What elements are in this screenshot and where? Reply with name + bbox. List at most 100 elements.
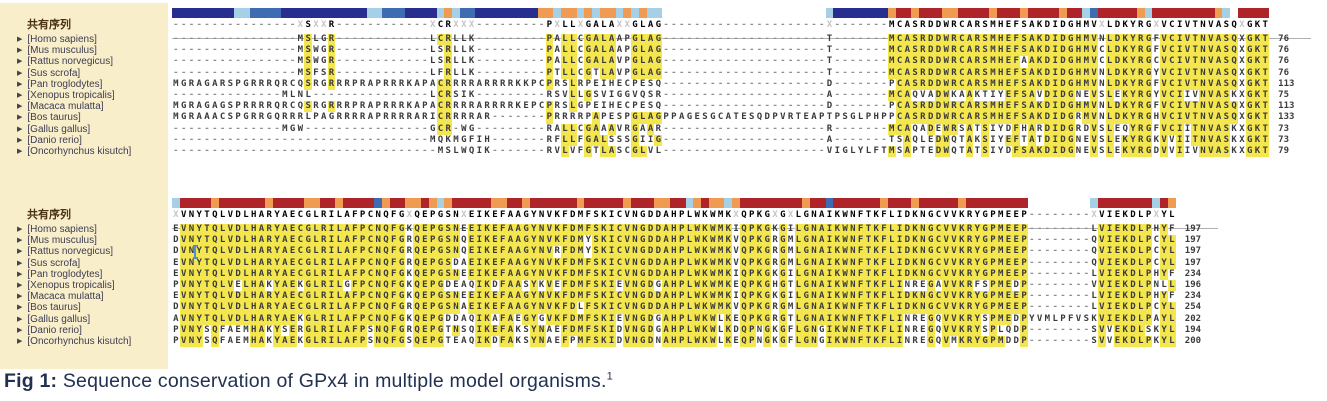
expand-triangle-icon[interactable]: ▶ [17, 148, 23, 155]
expand-triangle-icon[interactable]: ▶ [17, 259, 23, 267]
expand-triangle-icon[interactable]: ▶ [17, 293, 23, 301]
residue-cell: - [1068, 336, 1074, 346]
residue-cell: T [1261, 56, 1270, 68]
sidebar-item-species[interactable]: ▶ [Xenopus tropicalis] [17, 280, 115, 291]
sidebar-item-species[interactable]: ▶ [Pan troglodytes] [17, 79, 102, 90]
expand-triangle-icon[interactable]: ▶ [17, 326, 23, 334]
expand-triangle-icon[interactable]: ▶ [17, 125, 23, 133]
sidebar-item-species[interactable]: ▶ [Sus scrofa] [17, 68, 80, 79]
residue-cell: F [584, 302, 593, 314]
expand-triangle-icon[interactable]: ▶ [17, 304, 23, 312]
residue-cell: A [817, 268, 826, 280]
sidebar-item-species[interactable]: ▶ [Danio rerio] [17, 325, 82, 336]
residue-cell: C [436, 90, 445, 102]
sidebar-item-species[interactable]: ▶ [Homo sapiens] [17, 34, 97, 45]
residue-cell: I [327, 302, 336, 314]
residue-cell: G [243, 112, 249, 123]
expand-triangle-icon[interactable]: ▶ [17, 136, 23, 144]
expand-triangle-icon[interactable]: ▶ [17, 114, 23, 122]
sidebar-item-species[interactable]: ▶ [Macaca mulatta] [17, 101, 104, 112]
residue-cell: L [461, 45, 467, 56]
sidebar-item-species[interactable]: ▶ [Bos taurus] [17, 112, 81, 123]
expand-triangle-icon[interactable]: ▶ [17, 338, 23, 345]
residue-cell: A [965, 78, 974, 90]
residue-cell: V [1192, 90, 1198, 100]
residue-cell: - [702, 134, 708, 145]
residue-cell: V [1097, 280, 1106, 292]
sidebar-item-species[interactable]: ▶ [Macaca mulatta] [17, 291, 104, 302]
conservation-cell [1105, 198, 1114, 208]
conservation-cell [950, 8, 958, 18]
expand-triangle-icon[interactable]: ▶ [17, 58, 23, 66]
sidebar-item-species[interactable]: ▶ [Pan troglodytes] [17, 269, 102, 280]
residue-cell: - [422, 146, 428, 156]
residue-cell: R [965, 280, 974, 292]
expand-triangle-icon[interactable]: ▶ [17, 47, 23, 55]
expand-triangle-icon[interactable]: ▶ [17, 103, 23, 111]
sidebar-item-species[interactable]: ▶ [Mus musculus] [17, 45, 97, 56]
residue-cell: - [780, 123, 786, 134]
expand-triangle-icon[interactable]: ▶ [17, 237, 23, 245]
residue-cell: A [227, 336, 234, 346]
expand-triangle-icon[interactable]: ▶ [17, 282, 23, 289]
expand-triangle-icon[interactable]: ▶ [17, 69, 23, 77]
expand-triangle-icon[interactable]: ▶ [17, 315, 23, 323]
sidebar-item-species[interactable]: ▶ [Xenopus tropicalis] [17, 90, 115, 101]
expand-triangle-icon[interactable]: ▶ [17, 248, 23, 256]
residue-cell: P [352, 78, 358, 89]
expand-triangle-icon[interactable]: ▶ [17, 80, 23, 88]
sidebar-item-species[interactable]: ▶ [Gallus gallus] [17, 124, 90, 135]
residue-cell: E [467, 302, 476, 314]
sidebar-item-species[interactable]: ▶ [Gallus gallus] [17, 314, 90, 325]
sidebar-item-species[interactable]: ▶ [Oncorhynchus kisutch] [17, 336, 131, 347]
sidebar-item-species[interactable]: ▶ [Mus musculus] [17, 235, 97, 246]
sidebar-item-species[interactable]: ▶ [Homo sapiens] [17, 224, 97, 235]
expand-triangle-icon[interactable]: ▶ [17, 92, 23, 99]
residue-cell: I [475, 302, 484, 314]
residue-cell: L [218, 313, 227, 325]
species-name: [Sus scrofa] [27, 67, 81, 79]
residue-cell: S [523, 336, 529, 346]
residue-cell: P [677, 313, 686, 325]
residue-cell: R [1136, 134, 1145, 146]
residue-cell: Q [935, 324, 942, 335]
residue-cell: T [554, 67, 560, 78]
residue-cell: G [926, 246, 935, 258]
sidebar-item-species[interactable]: ▶ [Rattus norvegicus] [17, 246, 113, 257]
sidebar-item-species[interactable]: ▶ [Bos taurus] [17, 302, 81, 313]
residue-cell: - [819, 34, 825, 44]
sidebar-item-species[interactable]: ▶ [Rattus norvegicus] [17, 56, 113, 67]
expand-triangle-icon[interactable]: ▶ [17, 36, 23, 43]
sidebar-item-species[interactable]: ▶ [Sus scrofa] [17, 258, 80, 269]
residue-cell: - [741, 34, 747, 44]
sidebar-item-species[interactable]: ▶ [Oncorhynchus kisutch] [17, 146, 131, 157]
sidebar-item-species[interactable]: ▶ [Danio rerio] [17, 135, 82, 146]
expand-triangle-icon[interactable]: ▶ [17, 226, 23, 233]
expand-triangle-icon[interactable]: ▶ [17, 270, 23, 278]
residue-cell: M [576, 268, 585, 280]
residue-cell: L [685, 302, 694, 314]
residue-cell: G [631, 146, 639, 158]
